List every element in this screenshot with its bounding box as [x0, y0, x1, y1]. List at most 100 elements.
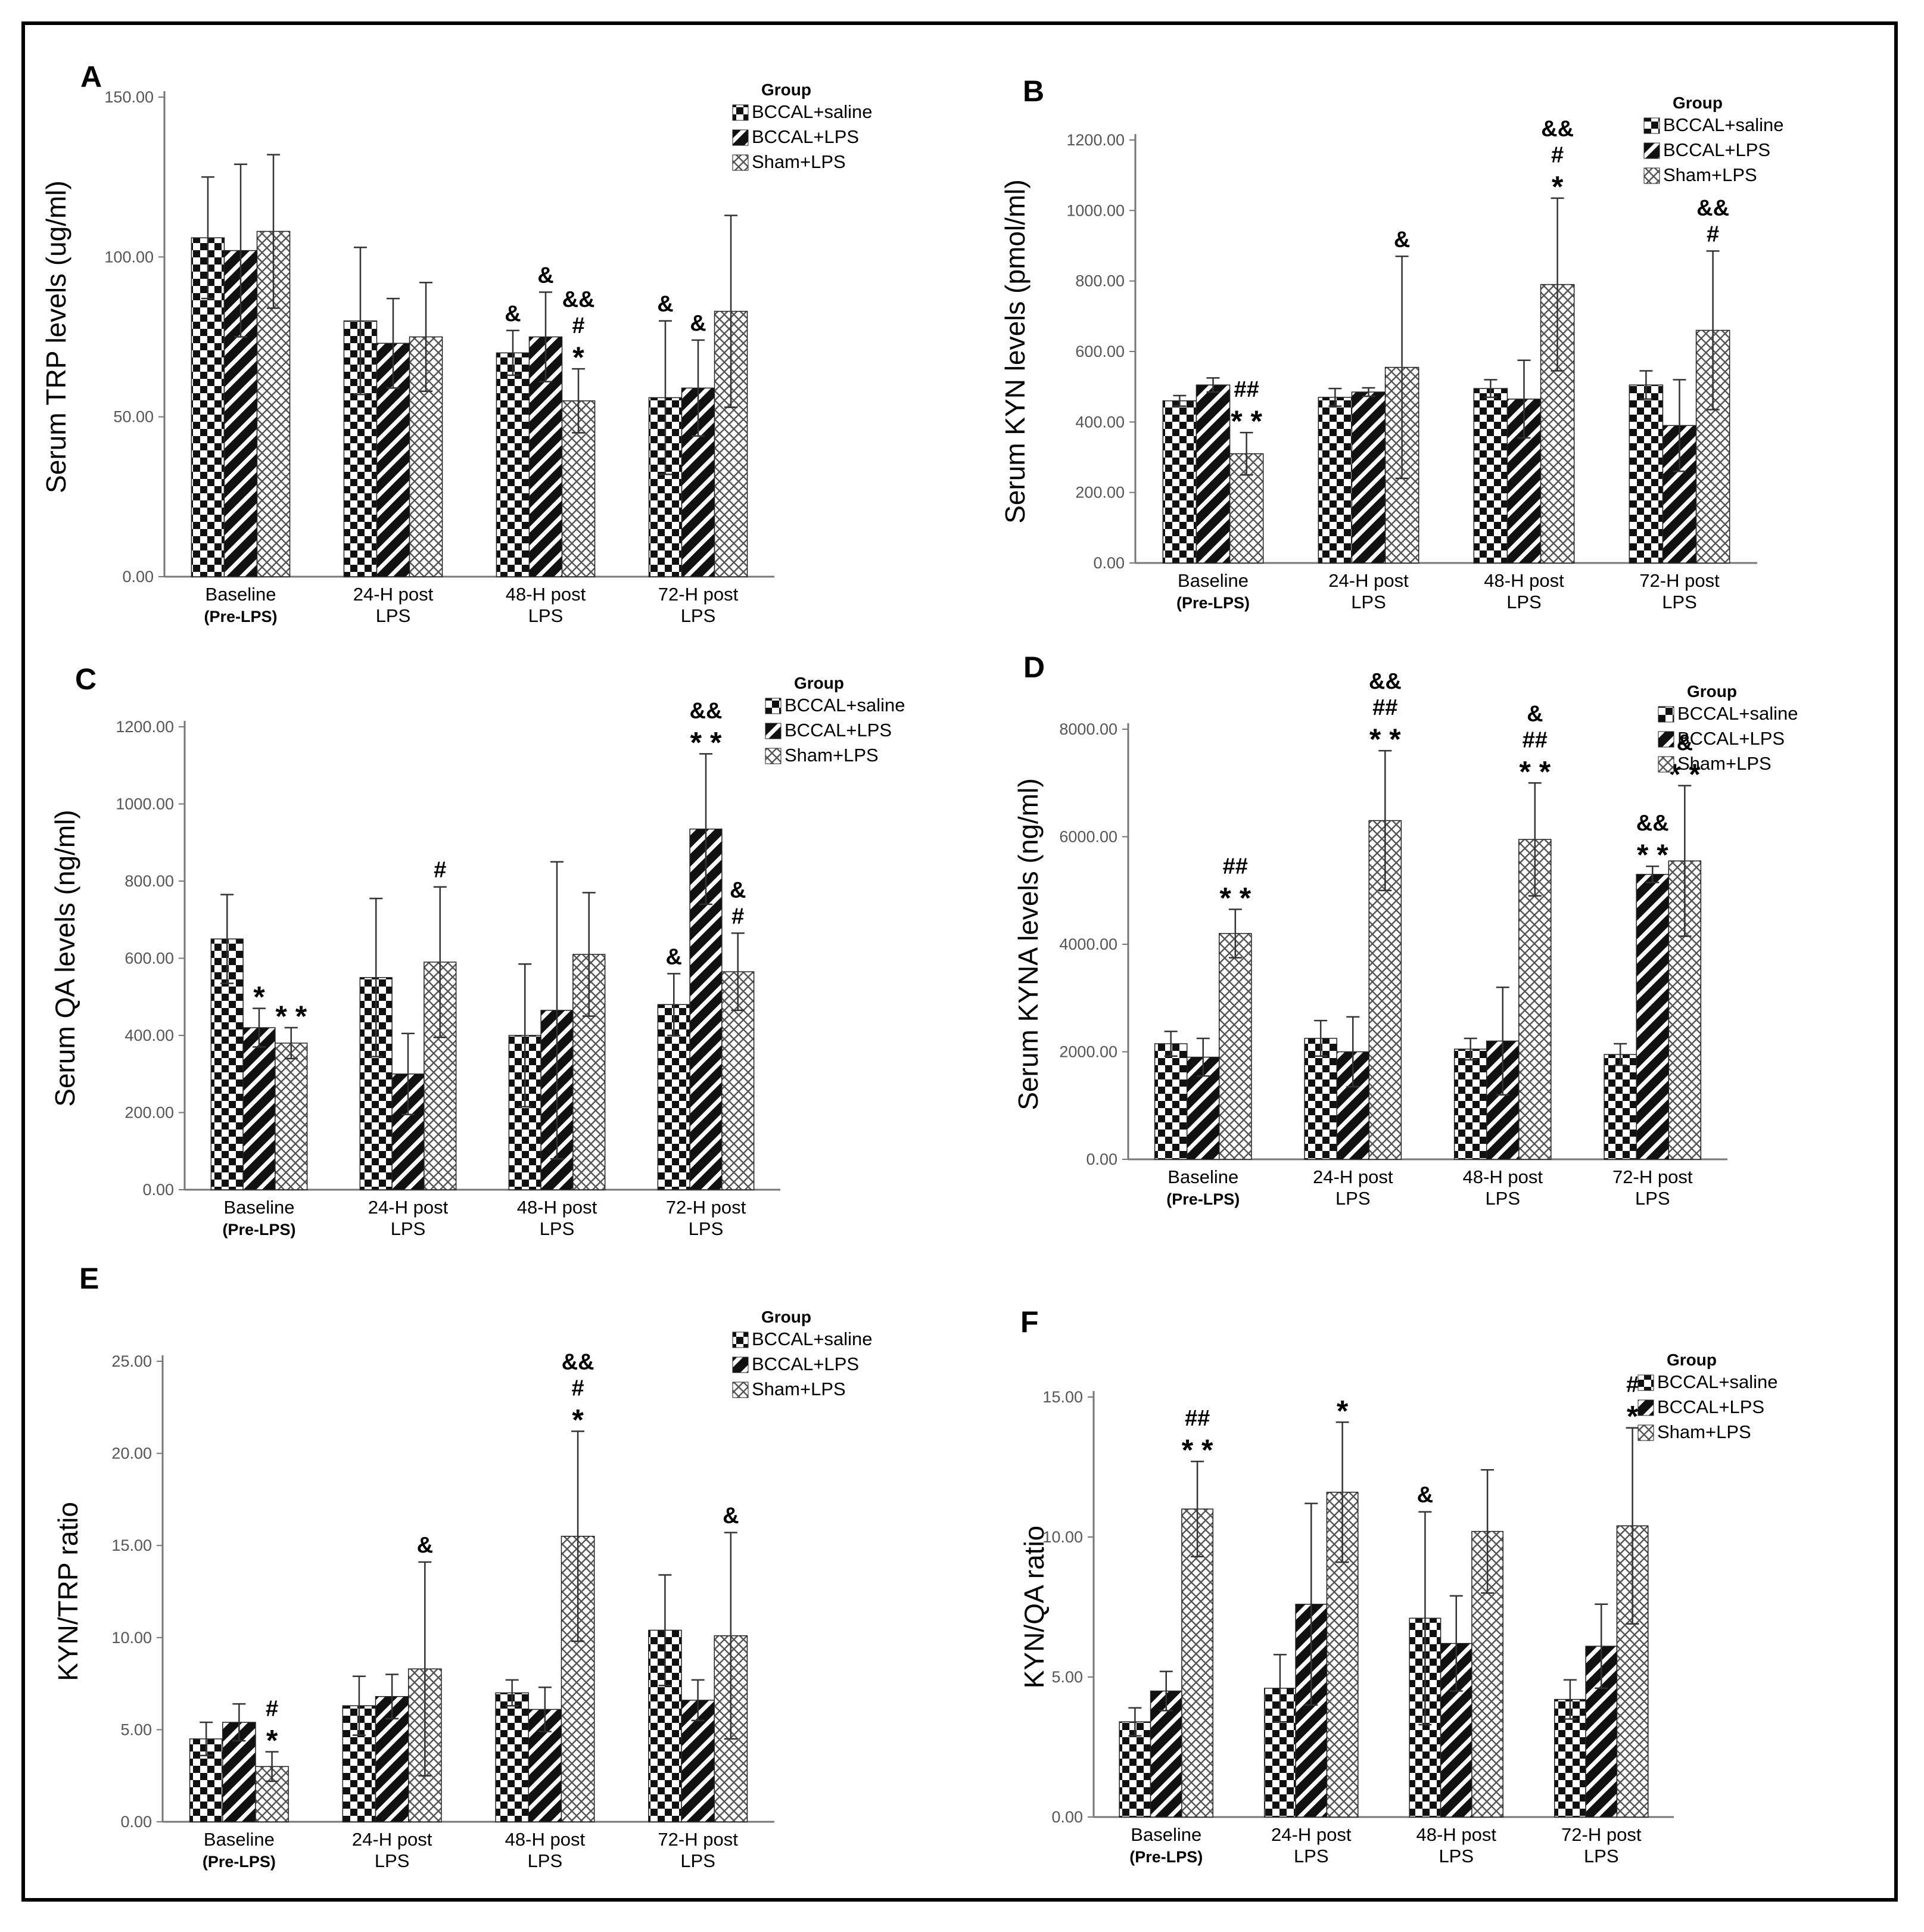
panel-d: D 0.00 2000.00 4000.00 6000.00 8000.00 Serum K…: [1013, 651, 1798, 1209]
significance-mark: &&: [562, 287, 595, 312]
category-label: 72-H post: [658, 1829, 738, 1850]
category-label: 48-H post: [517, 1197, 597, 1218]
legend-swatch: [732, 129, 749, 146]
category-label: LPS: [1335, 1188, 1371, 1209]
category-label: LPS: [375, 1850, 410, 1871]
category-label: (Pre-LPS): [204, 608, 277, 626]
category-label: 48-H post: [1484, 570, 1564, 591]
significance-mark: &: [666, 944, 682, 969]
y-tick-label: 0.00: [122, 568, 154, 586]
category-label: (Pre-LPS): [222, 1221, 295, 1239]
significance-mark: &: [1394, 227, 1410, 252]
panel-label: A: [80, 60, 102, 94]
significance-mark: &: [657, 292, 673, 317]
significance-mark: * *: [1182, 1433, 1213, 1467]
y-tick-label: 0.00: [1093, 554, 1125, 572]
category-label: LPS: [1294, 1846, 1329, 1866]
y-tick-label: 100.00: [104, 248, 154, 266]
significance-mark: &: [690, 311, 706, 336]
legend: Group BCCAL+saline BCCAL+LPS Sham+LPS: [732, 80, 872, 172]
legend-entry: Sham+LPS: [752, 1379, 846, 1399]
significance-mark: &: [1417, 1483, 1433, 1508]
category-label: 24-H post: [368, 1197, 449, 1218]
significance-mark: * *: [1219, 881, 1251, 914]
y-tick-label: 200.00: [124, 1104, 174, 1122]
significance-mark: *: [1552, 170, 1564, 204]
category-label: 24-H post: [353, 584, 434, 605]
legend-swatch: [1658, 731, 1674, 748]
category-label: LPS: [1584, 1846, 1619, 1866]
y-tick-label: 15.00: [1042, 1388, 1083, 1406]
category-label: LPS: [540, 1218, 575, 1239]
significance-mark: &&: [1636, 811, 1669, 836]
legend-swatch: [1643, 142, 1660, 159]
significance-mark: #: [1626, 1373, 1639, 1398]
category-label: Baseline: [1178, 570, 1249, 591]
category-label: 24-H post: [1328, 570, 1409, 591]
y-tick-label: 200.00: [1075, 484, 1125, 502]
legend-entry: BCCAL+LPS: [1657, 1396, 1764, 1417]
panel-a: A 0.00 50.00 100.00 150.00 Serum TRP levels (…: [41, 60, 872, 626]
legend-entry: Sham+LPS: [752, 151, 846, 172]
legend-swatch: [732, 1357, 749, 1373]
significance-mark: &&: [562, 1349, 594, 1374]
significance-mark: * *: [275, 1000, 307, 1033]
y-axis-title: Serum KYNA levels (ng/ml): [1013, 778, 1044, 1110]
legend-entry: Sham+LPS: [1663, 164, 1757, 185]
bar: [1604, 1054, 1637, 1160]
significance-mark: *: [572, 1403, 584, 1436]
y-tick-label: 800.00: [1075, 272, 1125, 290]
significance-mark: * *: [1637, 838, 1668, 872]
significance-mark: #: [1707, 222, 1719, 247]
category-label: LPS: [1351, 592, 1386, 612]
category-label: 72-H post: [658, 584, 739, 605]
legend-entry: BCCAL+saline: [1677, 703, 1798, 724]
legend-swatch: [1658, 706, 1674, 723]
legend-swatch: [765, 698, 782, 714]
legend-entry: BCCAL+saline: [1657, 1371, 1777, 1392]
y-tick-label: 1000.00: [1066, 201, 1125, 219]
category-label: LPS: [1439, 1846, 1474, 1866]
y-tick-label: 5.00: [120, 1721, 152, 1738]
panel-c: C 0.00 200.00 400.00 600.00 800.00 1000.00 1200…: [49, 662, 905, 1239]
significance-mark: &&: [690, 698, 723, 723]
legend-swatch: [765, 748, 782, 764]
category-label: 24-H post: [352, 1829, 432, 1850]
bar: [1629, 384, 1664, 564]
significance-mark: &: [417, 1533, 433, 1558]
legend-entry: BCCAL+LPS: [1677, 728, 1785, 749]
category-label: (Pre-LPS): [1166, 1190, 1240, 1208]
significance-mark: &: [505, 301, 521, 326]
category-label: LPS: [528, 1850, 563, 1871]
significance-mark: &: [1677, 730, 1693, 755]
y-tick-label: 20.00: [111, 1445, 152, 1463]
y-tick-label: 25.00: [111, 1352, 152, 1370]
category-label: 72-H post: [1561, 1824, 1642, 1845]
legend-title: Group: [794, 674, 844, 692]
significance-mark: * *: [690, 726, 722, 759]
legend-entry: BCCAL+LPS: [752, 1354, 859, 1374]
legend: Group BCCAL+saline BCCAL+LPS Sham+LPS: [1637, 1351, 1777, 1442]
bar: [1318, 397, 1353, 564]
y-tick-label: 10.00: [111, 1629, 152, 1647]
y-axis-title: Serum KYN levels (pmol/ml): [1000, 179, 1031, 524]
legend-swatch: [1643, 167, 1660, 184]
category-label: LPS: [528, 605, 563, 626]
legend-entry: BCCAL+saline: [752, 101, 872, 122]
y-tick-label: 50.00: [113, 408, 154, 426]
significance-mark: ##: [1234, 377, 1259, 402]
significance-mark: &&: [1541, 117, 1574, 142]
y-tick-label: 400.00: [124, 1026, 174, 1044]
category-label: 48-H post: [506, 584, 586, 605]
category-label: 48-H post: [505, 1829, 586, 1850]
significance-mark: &: [1527, 701, 1543, 726]
legend-title: Group: [761, 1308, 811, 1326]
y-tick-label: 15.00: [111, 1536, 152, 1554]
category-label: 72-H post: [666, 1197, 746, 1218]
significance-mark: ##: [1185, 1406, 1210, 1431]
legend-entry: BCCAL+saline: [1663, 114, 1783, 135]
y-tick-label: 10.00: [1042, 1528, 1083, 1546]
category-label: LPS: [391, 1218, 426, 1239]
y-tick-label: 600.00: [124, 950, 174, 967]
